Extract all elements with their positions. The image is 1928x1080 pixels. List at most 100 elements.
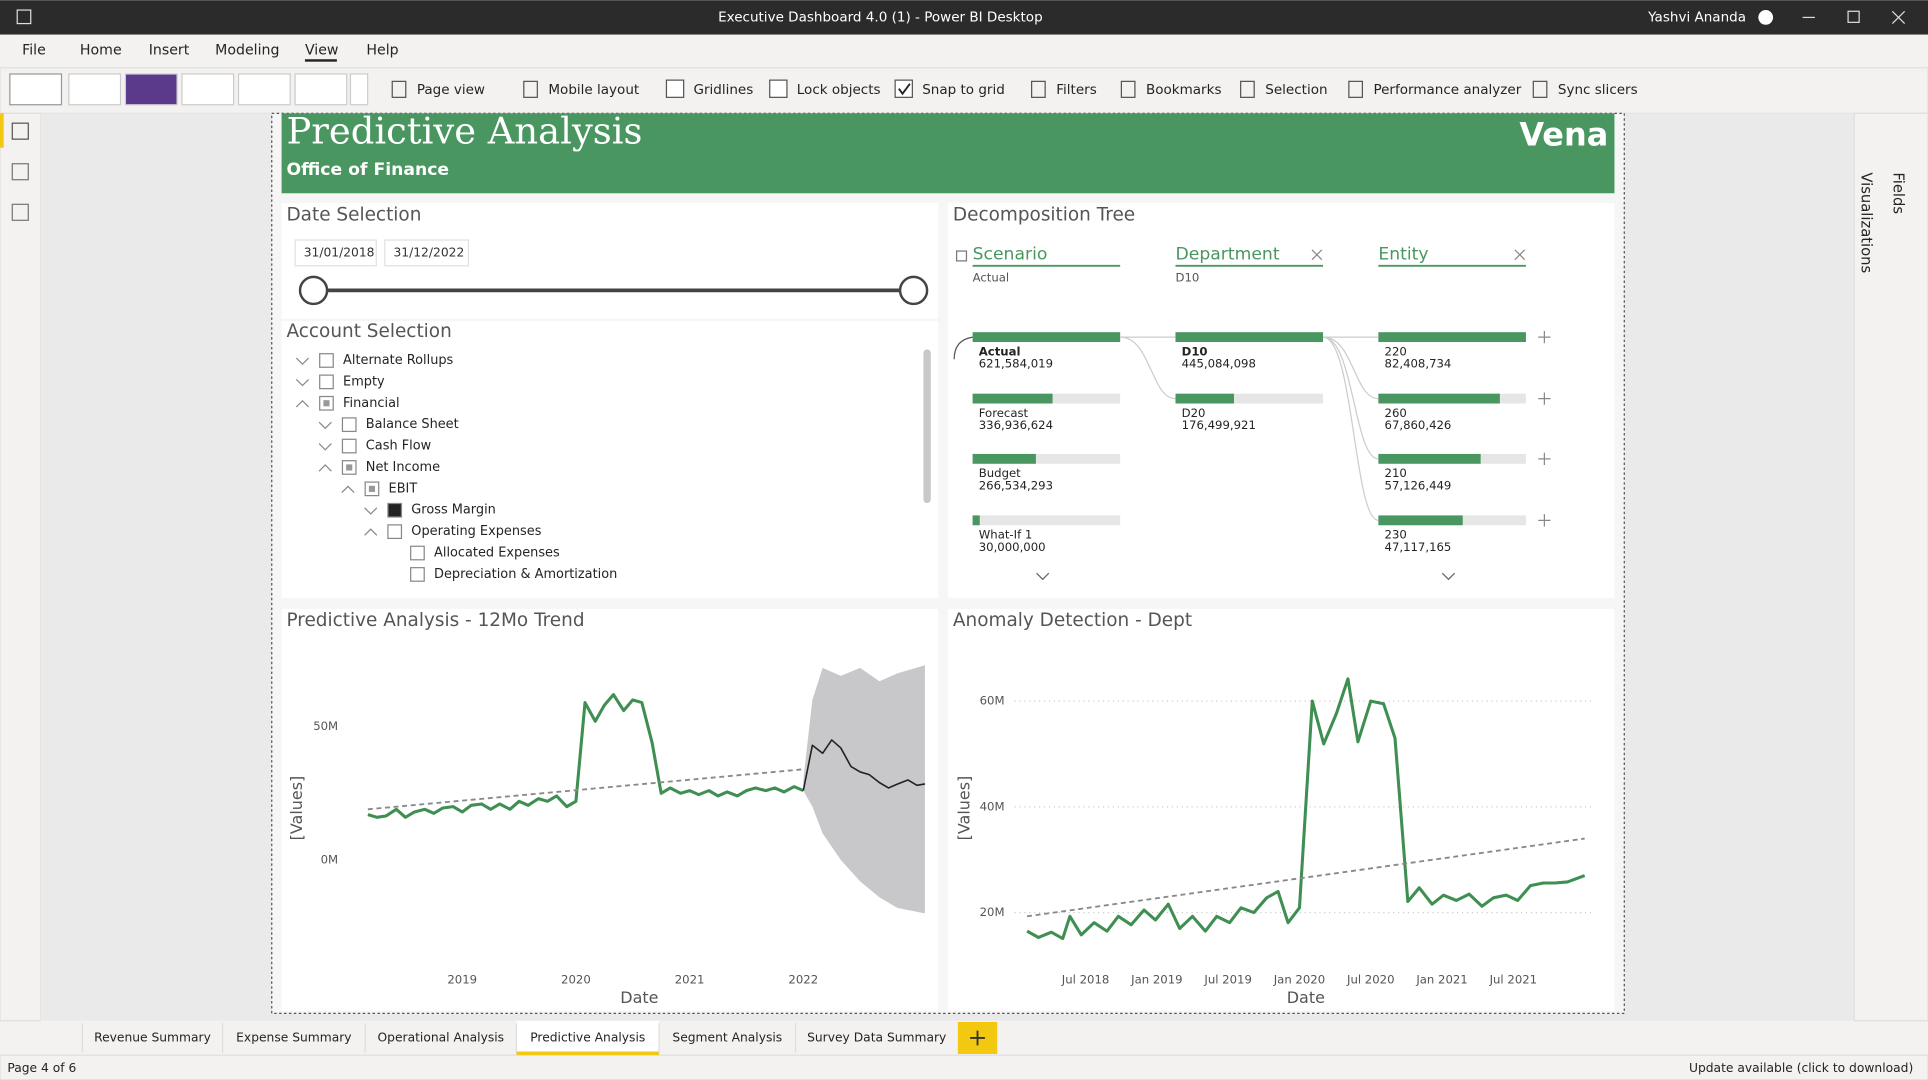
account-item[interactable]: Gross Margin — [411, 503, 496, 518]
node-label[interactable]: 260 — [1385, 406, 1407, 420]
checkbox[interactable] — [319, 374, 334, 390]
theme[interactable] — [124, 73, 178, 106]
ribbon-button[interactable]: Selection — [1265, 82, 1327, 98]
bar[interactable] — [972, 332, 1121, 343]
bar[interactable] — [972, 393, 1053, 404]
node-label[interactable]: Actual — [979, 344, 1021, 358]
bar[interactable] — [972, 453, 1036, 464]
theme-more[interactable] — [349, 73, 369, 106]
page-tab[interactable]: Revenue Summary — [94, 1030, 211, 1044]
account-item[interactable]: Operating Expenses — [411, 524, 541, 539]
checkbox[interactable] — [894, 79, 913, 98]
node-label[interactable]: Budget — [979, 466, 1021, 480]
account-item[interactable]: Allocated Expenses — [434, 546, 560, 561]
chevron[interactable] — [341, 485, 355, 493]
ribbon-button[interactable]: Snap to grid — [922, 82, 1005, 98]
chevron[interactable] — [295, 399, 310, 408]
node-label[interactable]: 230 — [1385, 528, 1407, 542]
data-view[interactable] — [11, 163, 29, 181]
expand-node[interactable] — [1538, 330, 1551, 344]
chevron[interactable] — [364, 507, 378, 515]
close[interactable] — [1891, 10, 1906, 25]
expand-node[interactable] — [1538, 452, 1551, 465]
theme[interactable] — [9, 73, 63, 106]
bar[interactable] — [972, 515, 980, 526]
account-item[interactable]: Empty — [343, 374, 385, 389]
ribbon-button[interactable]: Lock objects — [797, 82, 881, 98]
remove-level[interactable] — [1311, 249, 1323, 261]
ribbon-button[interactable]: Gridlines — [693, 82, 753, 98]
ribbon-button[interactable]: Page view — [417, 82, 485, 98]
remove-level[interactable] — [1514, 249, 1526, 261]
level-name[interactable]: Scenario — [973, 245, 1048, 265]
node-label[interactable]: What-If 1 — [979, 528, 1033, 542]
node-label[interactable]: D10 — [1182, 344, 1208, 358]
checkbox[interactable] — [410, 567, 425, 582]
page-tab[interactable]: Segment Analysis — [672, 1030, 782, 1044]
bar[interactable] — [1378, 393, 1500, 404]
update-notice[interactable]: Update available (click to download) — [1689, 1061, 1913, 1075]
chevron[interactable] — [295, 378, 310, 387]
page-tab[interactable]: Predictive Analysis — [530, 1030, 645, 1044]
page-tab[interactable]: Expense Summary — [236, 1030, 351, 1044]
save-icon[interactable] — [16, 9, 32, 25]
expand-node[interactable] — [1538, 392, 1551, 405]
account-item[interactable]: Alternate Rollups — [343, 353, 454, 368]
expand-node[interactable] — [1538, 514, 1551, 527]
add-page-icon[interactable] — [970, 1030, 985, 1046]
chevron[interactable] — [318, 421, 332, 430]
ribbon-icon[interactable] — [1240, 80, 1255, 98]
checkbox[interactable] — [319, 353, 334, 368]
theme[interactable] — [294, 73, 348, 106]
menu-item[interactable]: Modeling — [215, 43, 279, 59]
active-tab[interactable] — [516, 1020, 660, 1056]
expand-more[interactable] — [1036, 572, 1456, 581]
level-name[interactable]: Entity — [1378, 245, 1428, 265]
ribbon-icon[interactable] — [391, 80, 407, 98]
menu-item[interactable]: View — [305, 43, 339, 59]
ribbon-button[interactable]: Filters — [1056, 82, 1097, 98]
end-date[interactable]: 31/12/2022 — [393, 245, 464, 259]
user-avatar[interactable] — [1758, 10, 1774, 25]
node-label[interactable]: Forecast — [979, 406, 1029, 420]
ribbon-icon[interactable] — [1031, 80, 1046, 98]
ribbon-button[interactable]: Bookmarks — [1146, 82, 1222, 98]
checkbox[interactable] — [387, 524, 403, 540]
bar[interactable] — [1378, 515, 1463, 526]
maximize[interactable] — [1847, 10, 1860, 23]
menu-item[interactable]: Home — [80, 43, 122, 59]
chevron[interactable] — [318, 464, 332, 472]
page-tab[interactable]: Operational Analysis — [378, 1030, 505, 1044]
pane-label[interactable]: Fields — [1889, 172, 1906, 214]
account-item[interactable]: Financial — [343, 396, 400, 411]
theme[interactable] — [181, 73, 235, 106]
ribbon-button[interactable]: Sync slicers — [1558, 82, 1638, 98]
end-date-box[interactable] — [384, 239, 470, 267]
ribbon-icon[interactable] — [1532, 80, 1548, 98]
account-item[interactable]: Net Income — [366, 460, 440, 475]
bar[interactable] — [1175, 393, 1235, 404]
menu-item[interactable]: Help — [366, 43, 398, 59]
bar[interactable] — [1378, 453, 1481, 464]
ribbon-button[interactable]: Mobile layout — [548, 82, 639, 98]
ribbon-icon[interactable] — [1120, 80, 1136, 98]
account-item[interactable]: Depreciation & Amortization — [434, 567, 617, 582]
checkbox[interactable] — [387, 502, 403, 518]
model-view[interactable] — [11, 203, 29, 221]
menu-item[interactable]: File — [22, 43, 46, 59]
slider-handle[interactable] — [298, 275, 329, 306]
checkbox[interactable] — [341, 438, 357, 454]
user-name[interactable]: Yashvi Ananda — [1647, 9, 1746, 25]
account-item[interactable]: EBIT — [389, 481, 418, 496]
chevron[interactable] — [318, 443, 332, 451]
page-tab[interactable]: Survey Data Summary — [807, 1030, 946, 1044]
ribbon-button[interactable]: Performance analyzer — [1373, 82, 1521, 98]
theme[interactable] — [68, 73, 122, 106]
pane-label[interactable]: Visualizations — [1857, 172, 1874, 273]
node-label[interactable]: D20 — [1182, 406, 1206, 420]
menu-item[interactable]: Insert — [149, 43, 190, 59]
node-label[interactable]: 220 — [1385, 344, 1407, 358]
bar[interactable] — [1378, 332, 1526, 343]
account-item[interactable]: Balance Sheet — [366, 417, 459, 432]
ribbon-icon[interactable] — [523, 80, 538, 98]
